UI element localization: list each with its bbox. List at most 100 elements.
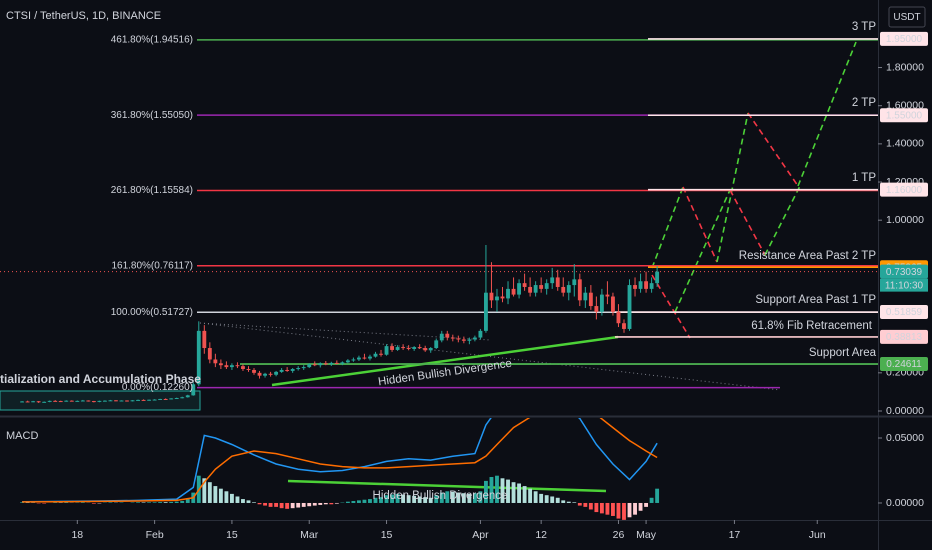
annotation: Support Area xyxy=(809,347,877,359)
macd-histogram-bar xyxy=(351,501,356,503)
candle-body xyxy=(506,288,510,299)
candle-body xyxy=(445,333,450,338)
candle-body xyxy=(218,363,223,366)
candle-body xyxy=(434,340,439,349)
macd-histogram-bar xyxy=(544,495,549,503)
y-tick-label: 0.00000 xyxy=(886,497,924,509)
candle-body xyxy=(25,401,30,403)
macd-histogram-bar xyxy=(152,502,157,503)
projection xyxy=(674,189,731,313)
chart-title: CTSI / TetherUS, 1D, BINANCE xyxy=(6,10,161,22)
candle-body xyxy=(655,271,660,284)
candle-body xyxy=(544,283,549,289)
annotation: Hidden Bullish Divergence xyxy=(373,490,508,502)
projection xyxy=(764,185,801,256)
macd-histogram-bar xyxy=(279,502,284,509)
macd-histogram-bar xyxy=(511,482,516,503)
price-tag-label: 1.55000 xyxy=(886,110,923,121)
candle-body xyxy=(97,400,102,402)
x-tick-label: Feb xyxy=(146,529,164,541)
currency: USDT xyxy=(893,12,920,23)
macd-histogram-bar xyxy=(80,502,85,503)
macd-histogram-bar xyxy=(147,502,152,503)
candle-body xyxy=(472,337,477,340)
candle-body xyxy=(141,399,146,401)
macd-histogram-bar xyxy=(428,497,433,503)
candle-body xyxy=(566,285,571,293)
x-tick-label: May xyxy=(636,529,657,541)
macd-histogram-bar xyxy=(588,502,593,510)
candle-body xyxy=(489,292,494,301)
fib-label: 261.80%(1.15584) xyxy=(111,185,193,196)
macd-histogram-bar xyxy=(207,482,212,503)
macd-divergence-line xyxy=(287,479,607,493)
y-tick-label: 1.80000 xyxy=(886,61,924,73)
candle-body xyxy=(461,339,466,341)
price-tag xyxy=(880,182,928,197)
macd-histogram-bar xyxy=(605,502,610,515)
price-tag-label: 1.95000 xyxy=(886,34,923,45)
macd-histogram-bar xyxy=(627,502,632,518)
macd-histogram-bar xyxy=(312,502,317,506)
annotation: 2 TP xyxy=(852,97,876,109)
macd-histogram-bar xyxy=(274,502,279,507)
candle-body xyxy=(58,401,63,403)
trend-line xyxy=(199,322,491,341)
candle-body xyxy=(312,364,317,366)
macd-histogram-bar xyxy=(577,502,582,506)
candle-body xyxy=(64,400,69,402)
macd-histogram-bar xyxy=(390,494,394,503)
macd-title: MACD xyxy=(6,430,38,442)
candle-body xyxy=(235,365,240,367)
macd-histogram-bar xyxy=(108,502,113,503)
price-tag xyxy=(880,31,928,46)
currency-box xyxy=(888,6,926,28)
macd-histogram-bar xyxy=(323,502,328,505)
macd-histogram-bar xyxy=(445,491,450,503)
price-tag xyxy=(880,329,928,344)
x-tick-label: 12 xyxy=(535,529,547,541)
candle-body xyxy=(373,353,378,357)
macd-histogram-bar xyxy=(307,502,312,507)
countdown-tag xyxy=(880,278,928,292)
macd-histogram-bar xyxy=(235,496,240,503)
candle-body xyxy=(114,400,118,402)
macd-histogram-bar xyxy=(406,495,411,503)
y-tick-label: 1.40000 xyxy=(886,138,924,150)
y-tick-label: 0.05000 xyxy=(886,432,924,444)
macd-histogram-bar xyxy=(290,502,295,509)
projection xyxy=(682,186,718,263)
annotation: 1 TP xyxy=(852,172,876,184)
candle-body xyxy=(53,400,58,402)
macd-histogram-bar xyxy=(644,502,649,507)
price-tag-label: 1.16000 xyxy=(886,185,923,196)
macd-histogram-bar xyxy=(395,493,400,503)
candle-body xyxy=(478,330,483,338)
macd-histogram-bar xyxy=(638,502,643,511)
macd-histogram-bar xyxy=(633,502,637,515)
annotation: tialization and Accumulation Phase xyxy=(0,372,201,386)
macd-histogram-bar xyxy=(572,502,577,503)
candle-body xyxy=(533,285,538,293)
macd-histogram-bar xyxy=(42,502,47,504)
macd-histogram-bar xyxy=(263,502,267,506)
candle-body xyxy=(401,347,406,349)
candle-body xyxy=(594,306,599,312)
candle-body xyxy=(274,371,279,375)
candle-body xyxy=(263,373,267,376)
macd-histogram-bar xyxy=(616,502,621,519)
candle-body xyxy=(362,357,367,359)
projection xyxy=(797,41,857,187)
candle-body xyxy=(517,283,522,295)
macd-histogram-bar xyxy=(517,483,522,503)
macd-histogram-bar xyxy=(180,501,185,503)
macd-histogram-bar xyxy=(158,502,163,503)
candle-body xyxy=(207,348,212,360)
candle-body xyxy=(241,366,245,370)
macd-histogram-bar xyxy=(478,491,483,503)
macd-histogram-bar xyxy=(285,502,290,509)
candle-body xyxy=(561,286,566,293)
macd-histogram-bar xyxy=(229,493,234,503)
candle-body xyxy=(439,333,444,341)
